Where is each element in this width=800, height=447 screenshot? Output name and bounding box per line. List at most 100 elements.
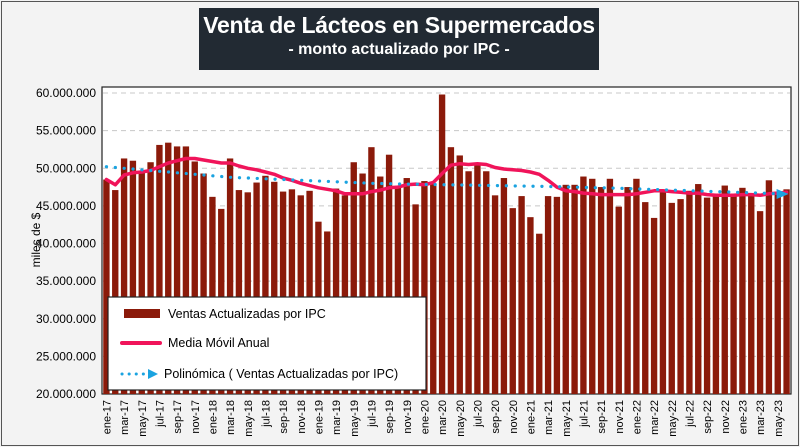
bar <box>191 161 198 394</box>
bar <box>580 176 587 394</box>
x-tick-label: ene-20 <box>419 400 431 434</box>
bar <box>244 192 251 394</box>
bar <box>650 217 658 394</box>
trendline-arrow-icon <box>776 188 789 199</box>
x-tick-label: may-17 <box>137 400 149 437</box>
bar <box>474 162 481 394</box>
y-tick-label: 30.000.000 <box>36 312 96 326</box>
x-tick-label: jul-17 <box>154 400 166 428</box>
bar <box>394 187 402 394</box>
x-tick-label: sep-20 <box>490 400 502 434</box>
legend-bar-swatch <box>124 309 160 318</box>
y-axis-label: miles de $ <box>29 212 43 267</box>
bar <box>112 190 119 394</box>
bar <box>235 190 243 394</box>
x-tick-label: nov-17 <box>190 400 202 434</box>
y-tick-label: 40.000.000 <box>36 237 96 251</box>
bar <box>589 178 596 394</box>
bar <box>721 185 728 394</box>
bar <box>120 158 128 394</box>
bar <box>615 206 622 394</box>
x-axis-ticks: ene-17 mar-17 may-17 jul-17 sep-17 nov-17 ene-… <box>101 400 784 437</box>
x-tick-label: ene-21 <box>525 400 537 434</box>
x-tick-label: ene-19 <box>313 400 325 434</box>
y-axis-ticks: 20.000.000 25.000.000 30.000.000 35.000.000… <box>36 86 96 401</box>
y-tick-label: 55.000.000 <box>36 124 96 138</box>
bar <box>430 183 437 394</box>
x-tick-label: nov-19 <box>402 400 414 434</box>
bar <box>677 199 684 394</box>
bar <box>659 191 667 394</box>
x-tick-label: mar-19 <box>331 400 343 435</box>
moving-average-line <box>104 156 789 198</box>
x-tick-label: jul-18 <box>260 400 272 428</box>
x-tick-label: may-21 <box>561 400 573 437</box>
x-tick-label: ene-23 <box>737 400 749 434</box>
x-tick-label: jul-22 <box>684 400 696 428</box>
bar <box>297 195 304 394</box>
bar <box>421 181 428 394</box>
y-tick-label: 20.000.000 <box>36 387 96 401</box>
x-tick-label: mar-18 <box>225 400 237 435</box>
x-tick-label: may-22 <box>667 400 679 437</box>
legend-trend-arrow-icon <box>148 369 158 379</box>
x-tick-label: ene-17 <box>101 400 113 434</box>
bar <box>226 158 234 394</box>
bar <box>271 181 278 394</box>
y-tick-label: 45.000.000 <box>36 199 96 213</box>
bar <box>385 154 393 394</box>
bar <box>748 195 755 394</box>
bar <box>403 178 410 394</box>
x-tick-label: sep-17 <box>172 400 184 434</box>
bar <box>712 194 720 394</box>
bar <box>138 171 145 394</box>
legend: Ventas Actualizadas por IPC Media Móvil … <box>107 296 427 391</box>
bar <box>624 187 631 394</box>
chart-title: Venta de Lácteos en Supermercados <box>203 12 595 38</box>
bar <box>500 178 508 394</box>
bar <box>571 184 578 394</box>
bar <box>597 187 605 394</box>
bar <box>783 189 790 394</box>
line-series <box>104 156 789 199</box>
x-tick-label: mar-21 <box>543 400 555 435</box>
x-tick-label: sep-22 <box>702 400 714 434</box>
bar <box>756 211 764 394</box>
x-tick-label: nov-22 <box>720 400 732 434</box>
bar <box>288 189 296 394</box>
bar <box>359 173 366 394</box>
legend-label-bars: Ventas Actualizadas por IPC <box>168 307 326 321</box>
x-tick-label: jul-19 <box>366 400 378 428</box>
bar <box>765 180 773 394</box>
x-tick-label: jul-20 <box>472 400 484 428</box>
bar <box>438 94 446 394</box>
bar <box>279 191 287 394</box>
x-tick-label: mar-17 <box>119 400 131 435</box>
legend-label-moving-average: Media Móvil Anual <box>168 336 269 350</box>
x-tick-label: sep-18 <box>278 400 290 434</box>
bar <box>536 233 543 394</box>
x-tick-label: jul-21 <box>578 400 590 428</box>
bar <box>103 179 110 394</box>
x-tick-label: nov-18 <box>296 400 308 434</box>
bar <box>350 162 357 394</box>
bar <box>544 196 552 394</box>
bar <box>368 147 375 394</box>
bar <box>447 147 455 394</box>
bar-series <box>103 94 790 394</box>
bar <box>129 160 137 394</box>
y-tick-label: 35.000.000 <box>36 274 96 288</box>
bar <box>173 146 181 394</box>
y-tick-label: 50.000.000 <box>36 161 96 175</box>
bar <box>739 187 746 394</box>
y-tick-label: 60.000.000 <box>36 86 96 100</box>
x-tick-label: mar-22 <box>649 400 661 435</box>
bar <box>377 176 384 394</box>
bar <box>686 190 693 394</box>
y-tick-label: 25.000.000 <box>36 349 96 363</box>
x-tick-label: nov-21 <box>614 400 626 434</box>
bar <box>509 208 516 394</box>
bar <box>262 175 269 394</box>
bar <box>491 195 499 394</box>
